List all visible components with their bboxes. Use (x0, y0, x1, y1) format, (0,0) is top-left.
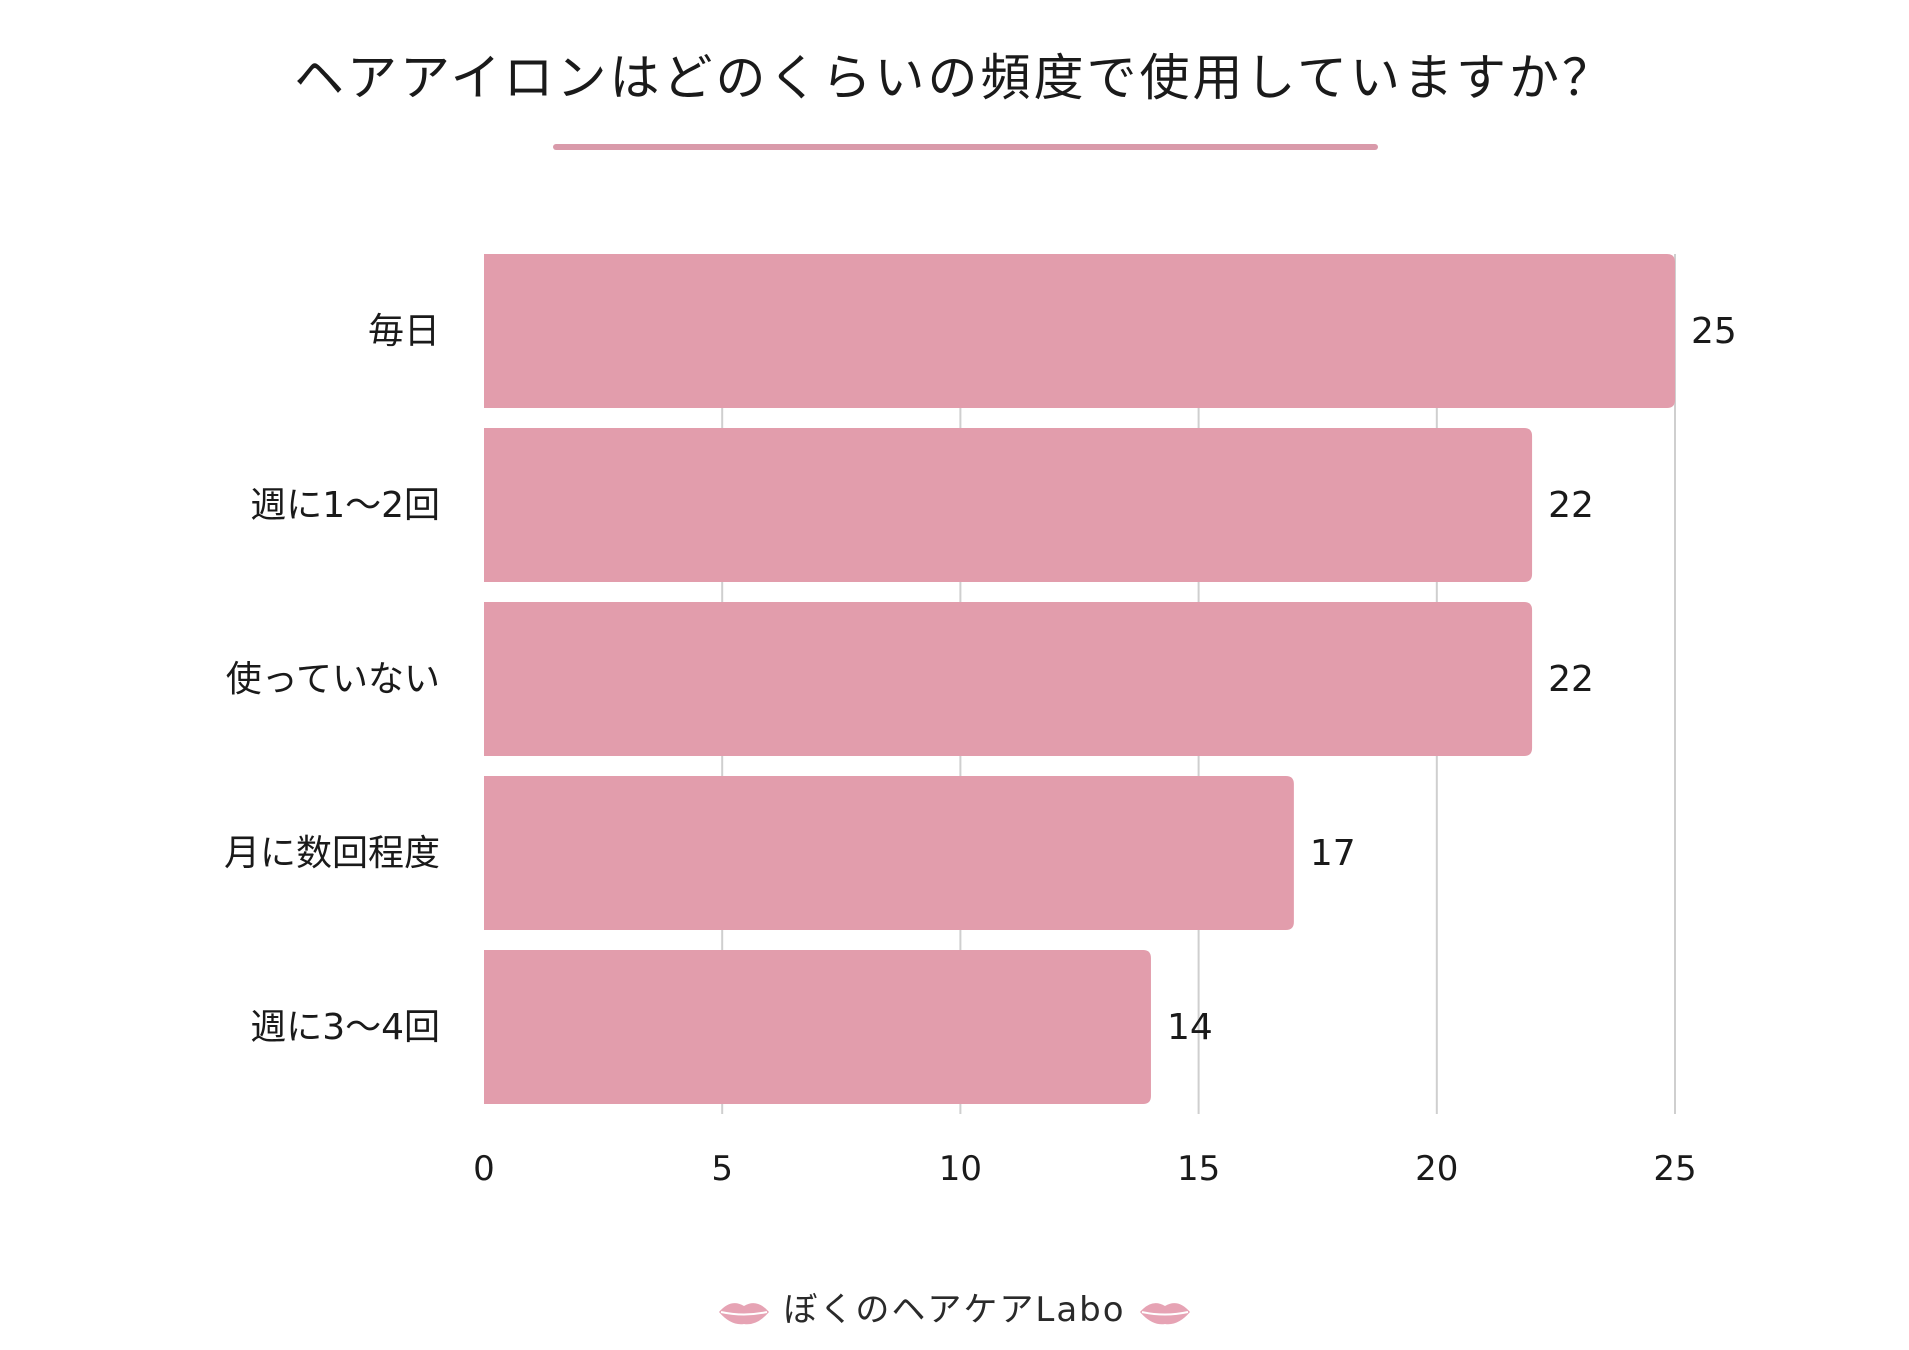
category-label: 週に3～4回 (250, 1007, 440, 1048)
lips-icon (1139, 1302, 1190, 1324)
x-tick-label: 15 (1177, 1149, 1220, 1189)
category-label: 毎日 (368, 311, 440, 352)
bar (484, 254, 1675, 408)
value-label: 17 (1310, 833, 1356, 874)
x-tick-label: 20 (1415, 1149, 1458, 1189)
bar (484, 776, 1294, 930)
brand-footer: ぼくのヘアケアLabo (0, 1282, 1909, 1331)
labels: 0 5 10 15 20 25 毎日 25 週に1～2回 22 使っていない 22 月に数回程度 17 週に… (224, 311, 1737, 1189)
x-tick-label: 5 (711, 1149, 733, 1189)
value-label: 22 (1548, 485, 1594, 526)
bar (484, 602, 1533, 756)
value-label: 25 (1691, 311, 1737, 352)
bars (484, 254, 1675, 1104)
bar (484, 428, 1533, 582)
value-label: 22 (1548, 659, 1594, 700)
x-tick-label: 25 (1653, 1149, 1696, 1189)
lips-icon (719, 1302, 770, 1324)
category-label: 使っていない (226, 659, 440, 700)
category-label: 月に数回程度 (224, 833, 440, 874)
brand-name: ぼくのヘアケアLabo (783, 1290, 1126, 1330)
value-label: 14 (1167, 1007, 1213, 1048)
category-label: 週に1～2回 (250, 485, 440, 526)
bar-chart: 0 5 10 15 20 25 毎日 25 週に1～2回 22 使っていない 22 月に数回程度 17 週に… (224, 254, 1737, 1189)
chart-title: ヘアアイロンはどのくらいの頻度で使用していますか？ (294, 49, 1615, 107)
x-tick-label: 0 (473, 1149, 495, 1189)
x-tick-label: 10 (939, 1149, 982, 1189)
bar (484, 950, 1151, 1104)
title-underline (553, 144, 1378, 150)
